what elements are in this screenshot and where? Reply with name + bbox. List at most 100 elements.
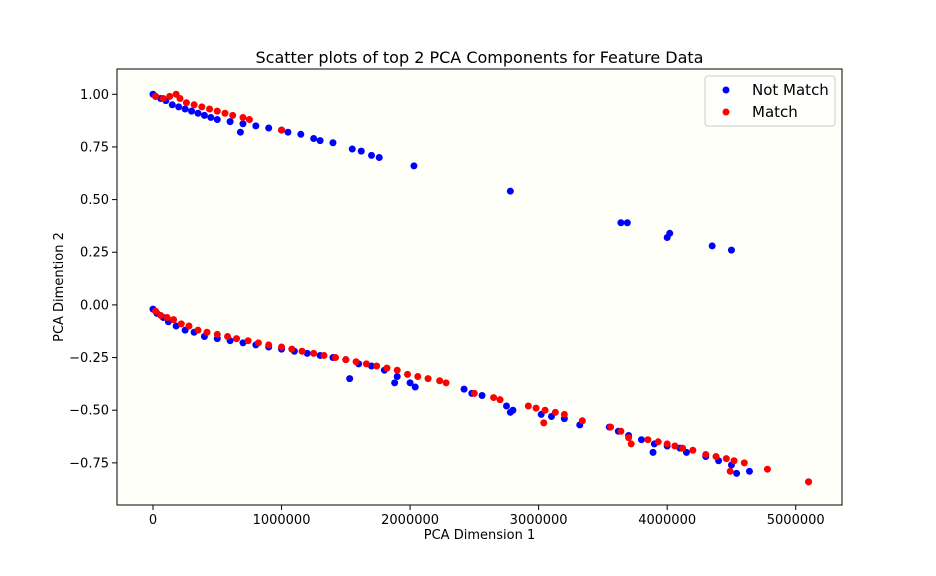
legend-marker-match (722, 108, 730, 116)
point-not-match (406, 379, 414, 387)
point-match (362, 360, 370, 368)
point-not-match (649, 448, 657, 456)
x-tick-label: 0 (149, 513, 157, 528)
point-match (414, 373, 422, 381)
point-not-match (410, 162, 418, 170)
point-match (740, 459, 748, 467)
point-match (254, 339, 262, 347)
point-match (194, 326, 202, 334)
x-tick-label: 2000000 (381, 513, 439, 528)
point-match (541, 406, 549, 414)
chart-title: Scatter plots of top 2 PCA Components fo… (256, 48, 704, 67)
plot-area (117, 69, 842, 505)
point-match (404, 370, 412, 378)
point-match (244, 337, 252, 345)
point-not-match (348, 145, 356, 153)
point-match (424, 375, 432, 383)
point-not-match (188, 107, 196, 115)
point-match (470, 389, 478, 397)
point-not-match (346, 375, 354, 383)
point-match (163, 314, 171, 322)
x-tick-label: 3000000 (510, 513, 568, 528)
y-tick-label: −0.75 (69, 456, 109, 471)
point-not-match (194, 109, 202, 117)
point-match (152, 92, 160, 100)
point-not-match (213, 116, 221, 124)
point-not-match (745, 467, 753, 475)
y-axis-label: PCA Dimention 2 (52, 232, 67, 342)
point-match (229, 111, 237, 119)
point-match (524, 402, 532, 410)
point-not-match (506, 187, 514, 195)
y-tick-label: 0.00 (80, 298, 109, 313)
point-not-match (391, 379, 399, 387)
point-match (722, 455, 730, 463)
point-match (383, 364, 391, 372)
point-match (490, 394, 498, 402)
legend-label-not-match: Not Match (752, 81, 829, 99)
point-match (373, 362, 381, 370)
x-axis-label: PCA Dimension 1 (424, 528, 535, 543)
x-tick-label: 5000000 (767, 513, 825, 528)
point-match (278, 343, 286, 351)
point-not-match (733, 469, 741, 477)
point-match (532, 404, 540, 412)
point-not-match (617, 219, 625, 227)
point-match (182, 99, 190, 107)
point-not-match (236, 128, 244, 136)
point-not-match (637, 436, 645, 444)
point-not-match (181, 105, 189, 113)
point-not-match (411, 383, 419, 391)
point-match (551, 408, 559, 416)
point-not-match (623, 219, 631, 227)
point-match (352, 358, 360, 366)
y-tick-label: −0.50 (69, 404, 109, 419)
point-match (436, 377, 444, 385)
point-match (442, 379, 450, 387)
point-not-match (727, 246, 735, 254)
point-not-match (375, 153, 383, 161)
point-match (177, 320, 185, 328)
legend-label-match: Match (752, 103, 798, 121)
point-not-match (506, 408, 514, 416)
point-match (320, 351, 328, 359)
point-match (560, 410, 568, 418)
point-match (689, 446, 697, 454)
y-tick-label: −0.25 (69, 351, 109, 366)
points-layer (149, 90, 813, 486)
point-match (663, 440, 671, 448)
point-match (644, 436, 652, 444)
point-match (679, 444, 687, 452)
point-match (298, 347, 306, 355)
point-not-match (357, 147, 365, 155)
point-not-match (316, 137, 324, 145)
point-match (278, 126, 286, 134)
point-not-match (175, 103, 183, 111)
point-match (578, 417, 586, 425)
point-match (239, 113, 247, 121)
point-not-match (502, 402, 510, 410)
point-match (540, 419, 548, 427)
point-match (310, 349, 318, 357)
point-match (213, 330, 221, 338)
point-not-match (393, 373, 401, 381)
point-match (627, 440, 635, 448)
y-tick-label: 0.75 (80, 140, 109, 155)
point-match (607, 423, 615, 431)
point-not-match (252, 122, 260, 130)
point-not-match (226, 118, 234, 126)
x-tick-label: 1000000 (253, 513, 311, 528)
point-match (763, 465, 771, 473)
point-not-match (239, 120, 247, 128)
point-not-match (168, 101, 176, 109)
point-match (617, 427, 625, 435)
point-not-match (297, 130, 305, 138)
legend: Not Match Match (704, 75, 836, 127)
y-axis: −0.75 −0.50 −0.25 0.00 0.25 0.50 0.75 1.00 (69, 88, 117, 471)
point-not-match (200, 111, 208, 119)
y-tick-label: 0.25 (80, 246, 109, 261)
point-match (288, 345, 296, 353)
point-not-match (666, 229, 674, 237)
point-match (198, 103, 206, 111)
